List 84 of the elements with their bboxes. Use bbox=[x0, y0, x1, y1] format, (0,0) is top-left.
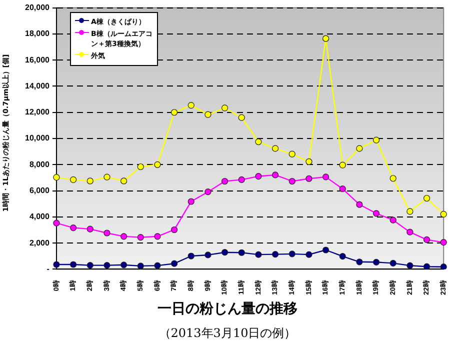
point bbox=[120, 262, 128, 268]
point bbox=[238, 176, 245, 183]
point bbox=[372, 258, 380, 266]
point bbox=[204, 188, 212, 196]
point bbox=[86, 226, 94, 232]
point bbox=[104, 262, 110, 269]
point bbox=[188, 198, 194, 205]
y-tick-label: - bbox=[46, 264, 50, 274]
point bbox=[356, 201, 363, 208]
point bbox=[86, 178, 94, 184]
point bbox=[221, 104, 228, 112]
point bbox=[339, 186, 346, 192]
point bbox=[70, 224, 77, 232]
point bbox=[154, 262, 161, 269]
point bbox=[120, 233, 128, 240]
point bbox=[238, 114, 245, 121]
point bbox=[104, 230, 110, 236]
point bbox=[390, 175, 396, 182]
point bbox=[423, 236, 430, 243]
point bbox=[406, 208, 414, 215]
y-tick-label: 10,000 bbox=[25, 134, 50, 143]
point bbox=[255, 138, 262, 146]
point bbox=[204, 252, 212, 258]
y-tick-label: 14,000 bbox=[25, 81, 50, 90]
point bbox=[306, 175, 312, 182]
point bbox=[288, 250, 296, 258]
point bbox=[306, 158, 312, 165]
point bbox=[221, 249, 228, 256]
y-tick-label: 8,000 bbox=[29, 160, 50, 169]
point bbox=[423, 263, 430, 270]
point bbox=[356, 145, 363, 152]
y-tick-label: 20,000 bbox=[25, 3, 50, 12]
point bbox=[170, 109, 178, 116]
point bbox=[154, 161, 161, 168]
point bbox=[188, 252, 194, 260]
y-tick-label: 16,000 bbox=[25, 55, 50, 64]
point bbox=[322, 35, 330, 42]
point bbox=[255, 251, 262, 258]
point bbox=[188, 102, 194, 109]
point bbox=[440, 264, 447, 270]
point bbox=[137, 234, 144, 241]
point bbox=[339, 162, 346, 168]
point bbox=[390, 260, 396, 266]
point bbox=[221, 178, 228, 185]
point bbox=[104, 174, 110, 180]
point bbox=[272, 172, 279, 178]
point bbox=[288, 178, 296, 185]
point bbox=[70, 176, 77, 183]
point bbox=[272, 251, 279, 258]
point bbox=[288, 150, 296, 158]
point bbox=[255, 172, 262, 180]
y-tick-label: 18,000 bbox=[25, 29, 50, 38]
point bbox=[406, 228, 414, 236]
text: （2013年3月10日の例） bbox=[158, 325, 298, 342]
point bbox=[322, 174, 330, 180]
point bbox=[423, 194, 430, 202]
point bbox=[322, 246, 330, 254]
point bbox=[372, 210, 380, 217]
point bbox=[440, 238, 447, 246]
point bbox=[204, 111, 212, 118]
point bbox=[120, 178, 128, 184]
point bbox=[390, 216, 396, 224]
point bbox=[86, 262, 94, 269]
point bbox=[70, 261, 77, 268]
point bbox=[137, 163, 144, 170]
point bbox=[170, 226, 178, 234]
point bbox=[406, 262, 414, 269]
point bbox=[154, 233, 161, 240]
y-tick-label: 6,000 bbox=[29, 186, 50, 195]
point bbox=[170, 260, 178, 267]
point bbox=[440, 210, 447, 218]
point bbox=[356, 258, 363, 266]
point bbox=[339, 252, 346, 260]
y-tick-label: 4,000 bbox=[29, 212, 50, 222]
point bbox=[306, 251, 312, 258]
point bbox=[372, 136, 380, 144]
y-tick-label: 12,000 bbox=[25, 108, 50, 117]
y-tick-label: 2,000 bbox=[29, 238, 50, 248]
point bbox=[238, 249, 245, 256]
point bbox=[272, 145, 279, 152]
point bbox=[53, 220, 60, 226]
point bbox=[53, 174, 60, 181]
point bbox=[137, 262, 144, 270]
text: 一日の粉じん量の推移 bbox=[156, 300, 298, 318]
